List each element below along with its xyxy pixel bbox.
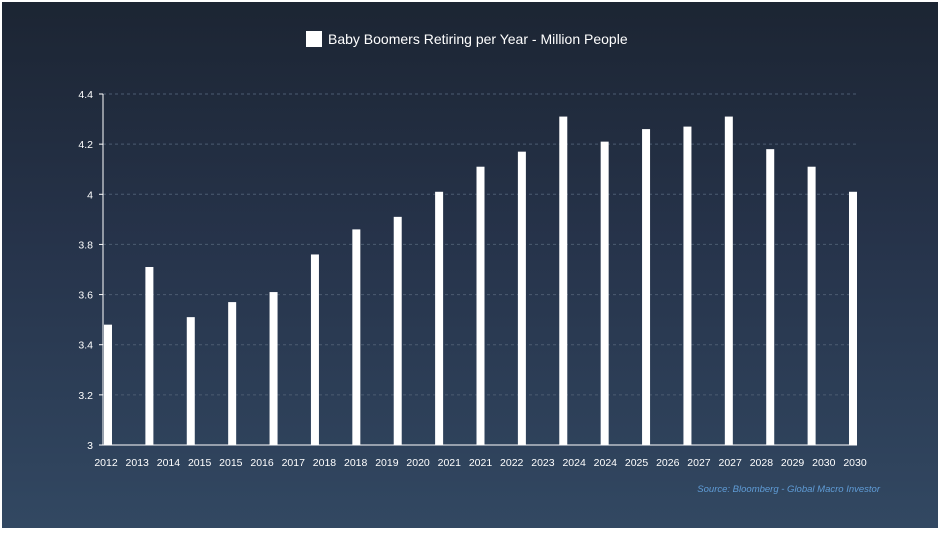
y-tick-label: 4.2 xyxy=(78,139,93,151)
bar xyxy=(104,324,112,445)
y-tick-labels: 3 3.2 3.4 3.6 3.8 4 4.2 4.4 xyxy=(78,89,93,452)
bar xyxy=(600,141,609,445)
bar xyxy=(352,229,361,445)
legend-swatch xyxy=(306,31,322,47)
bar-chart: 33.23.43.63.844.24.4 2012 2013 2014 2015 201… xyxy=(78,31,881,495)
x-tick-label: 2025 xyxy=(625,457,649,469)
axes xyxy=(99,93,857,446)
x-tick-label: 2019 xyxy=(375,457,399,469)
x-tick-label: 2027 xyxy=(718,457,742,469)
bar xyxy=(559,116,568,446)
bar xyxy=(517,151,526,445)
x-tick-label: 2024 xyxy=(594,457,618,469)
bar xyxy=(724,116,733,446)
x-tick-label: 2024 xyxy=(562,457,586,469)
y-tick-label: 4 xyxy=(87,189,93,201)
bar xyxy=(228,302,237,445)
x-tick-label: 2030 xyxy=(812,457,836,469)
x-tick-label: 2013 xyxy=(126,457,150,469)
bars xyxy=(104,116,857,446)
bar xyxy=(683,126,692,445)
x-tick-labels: 2012 2013 2014 2015 2015 2016 2017 2018 2018 2019… xyxy=(94,457,867,469)
x-tick-label: 2014 xyxy=(157,457,181,469)
bar xyxy=(186,317,195,445)
source-note: Source: Bloomberg - Global Macro Investo… xyxy=(697,484,881,495)
x-tick-label: 2028 xyxy=(750,457,774,469)
bar xyxy=(310,254,319,445)
legend: Baby Boomers Retiring per Year - Million… xyxy=(306,31,628,47)
x-tick-label: 2027 xyxy=(687,457,711,469)
x-tick-label: 2029 xyxy=(781,457,805,469)
y-tick-label: 3.6 xyxy=(78,290,93,302)
bar xyxy=(642,129,651,445)
y-tick-label: 3.2 xyxy=(78,390,93,402)
x-tick-label: 2018 xyxy=(344,457,368,469)
x-tick-label: 2012 xyxy=(94,457,118,469)
x-tick-label: 2016 xyxy=(250,457,274,469)
x-tick-label: 2021 xyxy=(438,457,462,469)
x-tick-label: 2015 xyxy=(219,457,243,469)
y-tick-label: 3.8 xyxy=(78,239,93,251)
bar xyxy=(145,266,154,445)
x-tick-label: 2022 xyxy=(500,457,524,469)
bar xyxy=(849,191,857,445)
x-tick-label: 2026 xyxy=(656,457,680,469)
bar xyxy=(435,191,444,445)
y-tick-label: 4.4 xyxy=(78,89,93,101)
bar xyxy=(269,292,278,445)
x-tick-label: 2023 xyxy=(531,457,555,469)
x-tick-label: 2018 xyxy=(313,457,337,469)
bar xyxy=(766,149,775,445)
x-tick-label: 2030 xyxy=(843,457,867,469)
x-tick-label: 2017 xyxy=(282,457,306,469)
bar xyxy=(476,166,485,445)
x-tick-label: 2021 xyxy=(469,457,493,469)
bar xyxy=(807,166,816,445)
y-tick-label: 3.4 xyxy=(78,340,93,352)
bar xyxy=(393,216,402,445)
y-tick-label: 3 xyxy=(87,440,93,452)
chart-panel: 3 3.2 3.4 3.6 3.8 4 4.2 4.4 2012 2013 2014 2015 201… xyxy=(2,2,938,528)
x-tick-label: 2020 xyxy=(406,457,430,469)
chart-title: Baby Boomers Retiring per Year - Million… xyxy=(328,31,628,47)
x-tick-label: 2015 xyxy=(188,457,212,469)
